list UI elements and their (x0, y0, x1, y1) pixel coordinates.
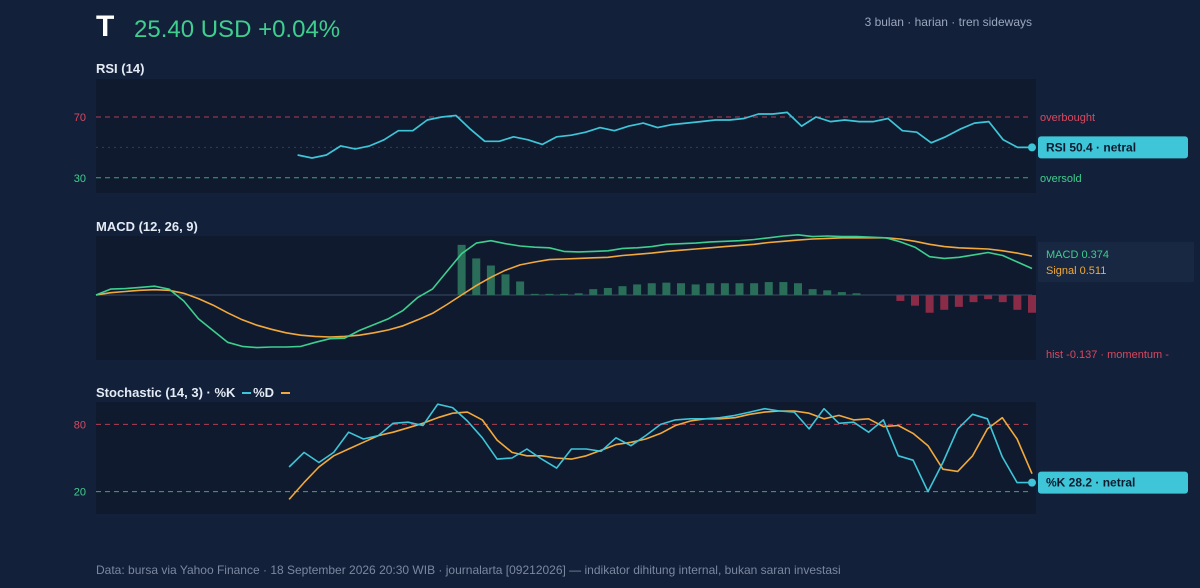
macd-histogram-bar (823, 290, 832, 296)
stoch-badge-bg (1038, 471, 1188, 494)
macd-legend-value: MACD 0.374 (1046, 249, 1109, 261)
macd-histogram-bar (940, 295, 949, 310)
ticker-symbol: T (96, 10, 115, 43)
macd-histogram-bar (662, 282, 671, 296)
rsi-level-label: overbought (1040, 112, 1095, 124)
stoch-k-line (288, 403, 1032, 493)
macd-histogram-bar (677, 283, 685, 296)
macd-histogram-bar (794, 283, 802, 296)
macd-histogram-bar (633, 284, 642, 296)
d-legend-label: %D (253, 385, 275, 400)
macd-histogram-bar (589, 289, 598, 296)
rsi-tick-label: 70 (74, 112, 86, 124)
rsi-tick-label: 30 (74, 173, 86, 185)
footer-note: Data: bursa via Yahoo Finance · 18 Septe… (96, 563, 841, 577)
macd-histogram-bar (852, 293, 861, 296)
macd-histogram-bar (545, 293, 554, 296)
rsi-badge-bg (1038, 136, 1188, 159)
rsi-last-dot (1028, 143, 1036, 152)
macd-legend-bg (1038, 242, 1194, 282)
macd-panel-bg (96, 236, 1036, 360)
macd-histogram-bar (560, 293, 568, 296)
macd-histogram-bar (472, 258, 481, 296)
macd-histogram-bar (735, 283, 744, 296)
stoch-title-text: Stochastic (14, 3) · %K (96, 385, 236, 400)
macd-histogram-bar (764, 282, 773, 296)
macd-histogram-bar (501, 274, 510, 296)
macd-histogram-bar (954, 295, 963, 307)
macd-histogram-bar (984, 295, 993, 300)
rsi-title: RSI (14) (96, 61, 145, 76)
macd-histogram-bar (530, 293, 539, 296)
macd-line (95, 234, 1033, 349)
price-change: 25.40 USD +0.04% (134, 16, 341, 43)
macd-histogram-bar (574, 293, 583, 296)
macd-histogram-bar (691, 284, 700, 296)
stoch-tick-label: 80 (74, 419, 86, 431)
macd-histogram-bar (457, 244, 466, 296)
histogram-note: hist -0.137 · momentum - (1046, 349, 1169, 361)
stoch-badge-text: %K 28.2 · netral (1046, 476, 1135, 490)
macd-histogram-bar (603, 287, 612, 296)
chart-meta: 3 bulan · harian · tren sideways (864, 15, 1032, 29)
d-legend-swatch (280, 391, 290, 394)
macd-histogram-bar (1028, 295, 1036, 313)
macd-histogram-bar (706, 283, 715, 296)
k-legend-swatch (242, 391, 252, 394)
rsi-badge-text: RSI 50.4 · netral (1046, 140, 1136, 154)
macd-title: MACD (12, 26, 9) (96, 219, 198, 234)
macd-histogram-bar (1013, 295, 1022, 310)
macd-histogram-bar (998, 295, 1007, 303)
stoch-title: Stochastic (14, 3) · %K %D (96, 385, 292, 400)
macd-histogram-bar (647, 283, 656, 296)
macd-histogram-bar (925, 295, 934, 313)
macd-histogram-bar (837, 292, 846, 296)
macd-histogram-bar (750, 283, 759, 296)
macd-histogram-bar (969, 295, 978, 303)
rsi-level-label: oversold (1040, 173, 1082, 185)
macd-histogram-bar (618, 286, 627, 296)
macd-histogram-bar (486, 265, 495, 296)
stoch-last-dot (1028, 478, 1036, 487)
macd-histogram-bar (779, 282, 788, 296)
macd-histogram-bar (720, 283, 729, 296)
rsi-line (297, 111, 1032, 159)
macd-histogram-bar (896, 295, 905, 301)
stoch-d-line (288, 410, 1033, 500)
macd-histogram-bar (911, 295, 919, 306)
signal-legend-value: Signal 0.511 (1046, 265, 1106, 277)
macd-histogram-bar (808, 289, 817, 296)
macd-histogram-bar (516, 281, 525, 296)
stoch-tick-label: 20 (74, 487, 86, 499)
